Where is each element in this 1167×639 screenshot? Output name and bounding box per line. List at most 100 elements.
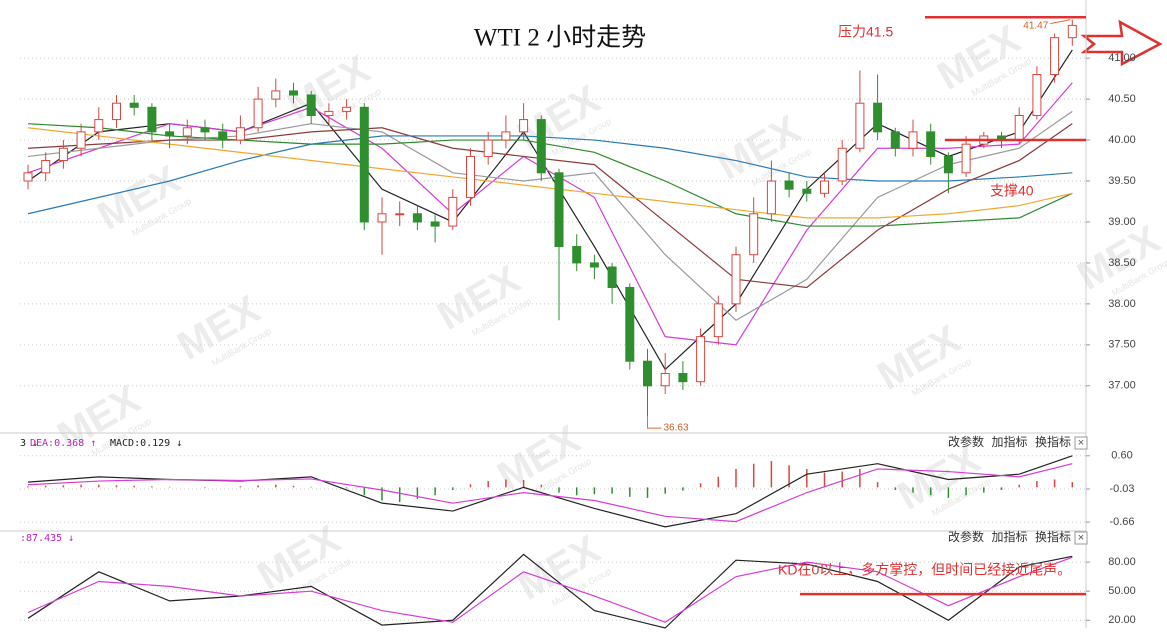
candle-body bbox=[218, 131, 228, 141]
toolbar-button[interactable]: 加指标 bbox=[992, 529, 1028, 544]
y-tick-label: 80.00 bbox=[1108, 556, 1136, 568]
candle-body bbox=[536, 119, 546, 174]
candle-body bbox=[342, 106, 352, 112]
y-tick-label: 38.50 bbox=[1108, 257, 1136, 269]
candle-body bbox=[271, 90, 281, 100]
candle-body bbox=[696, 336, 706, 383]
y-tick-label: 50.00 bbox=[1108, 585, 1136, 597]
low-pointer bbox=[647, 416, 662, 429]
close-button[interactable]: × bbox=[1078, 532, 1084, 544]
candle-body bbox=[961, 143, 971, 174]
toolbar-button[interactable]: 改参数 bbox=[948, 529, 984, 544]
candle-body bbox=[554, 172, 564, 248]
y-tick-label: 37.50 bbox=[1108, 339, 1136, 351]
indicator-header: 3 ↓ bbox=[20, 438, 38, 449]
candle-body bbox=[395, 213, 405, 216]
y-tick-label: 20.00 bbox=[1108, 614, 1136, 626]
candle-body bbox=[94, 119, 104, 133]
candle-body bbox=[519, 119, 529, 133]
y-tick-label: 38.00 bbox=[1108, 298, 1136, 310]
close-box[interactable] bbox=[1074, 436, 1088, 450]
candle-body bbox=[253, 98, 263, 129]
toolbar-button[interactable]: 改参数 bbox=[948, 434, 984, 449]
candle-body bbox=[802, 188, 812, 194]
candle-body bbox=[890, 131, 900, 149]
indicator-line bbox=[27, 135, 1073, 215]
y-tick-label: 41.00 bbox=[1108, 52, 1136, 64]
level-label: 压力41.5 bbox=[838, 24, 893, 40]
candle-body bbox=[147, 106, 157, 133]
candle-body bbox=[165, 131, 175, 137]
candle-body bbox=[1014, 114, 1024, 141]
candle-body bbox=[607, 266, 617, 288]
candle-body bbox=[678, 372, 688, 383]
y-tick-label: -0.66 bbox=[1109, 516, 1134, 528]
candle-body bbox=[129, 102, 139, 108]
indicator-header: :87.435 ↓ bbox=[20, 533, 74, 544]
chart-title: WTI 2 小时走势 bbox=[474, 24, 646, 52]
candle-body bbox=[23, 172, 33, 182]
kd-annotation: KD在0以上，多方掌控，但时间已经接近尾声。 bbox=[778, 562, 1071, 578]
y-tick-label: 37.00 bbox=[1108, 380, 1136, 392]
candle-body bbox=[589, 262, 599, 268]
candle-body bbox=[749, 213, 759, 256]
candle-body bbox=[306, 94, 316, 116]
candle-body bbox=[625, 286, 635, 362]
indicator-line bbox=[27, 553, 1073, 629]
candle-body bbox=[76, 131, 86, 149]
indicator-header: DEA:0.368 ↑ bbox=[30, 438, 96, 449]
y-tick-label: -0.03 bbox=[1109, 483, 1134, 495]
high-pointer bbox=[1050, 19, 1071, 25]
candle-body bbox=[784, 180, 794, 190]
candle-body bbox=[1032, 74, 1042, 116]
y-tick-label: 0.60 bbox=[1111, 450, 1132, 462]
candle-body bbox=[855, 102, 865, 149]
candle-body bbox=[1050, 37, 1060, 76]
indicator-line bbox=[27, 556, 1073, 623]
candle-body bbox=[483, 139, 493, 157]
candle-body bbox=[820, 180, 829, 194]
toolbar-button[interactable]: 换指标 bbox=[1035, 434, 1071, 449]
candle-body bbox=[766, 180, 776, 215]
candle-body bbox=[908, 131, 918, 149]
y-tick-label: 39.50 bbox=[1108, 175, 1136, 187]
candle-body bbox=[660, 372, 670, 387]
candle-body bbox=[182, 127, 192, 137]
high-label: 41.47 bbox=[1023, 20, 1048, 31]
candle-body bbox=[731, 254, 741, 305]
close-button[interactable]: × bbox=[1078, 437, 1084, 449]
candle-body bbox=[359, 106, 369, 223]
level-label: 支撑40 bbox=[990, 183, 1034, 199]
candle-body bbox=[430, 221, 440, 227]
y-tick-label: 40.50 bbox=[1108, 93, 1136, 105]
candle-body bbox=[837, 147, 847, 182]
candle-body bbox=[235, 127, 245, 141]
candle-body bbox=[572, 246, 582, 264]
toolbar-button[interactable]: 加指标 bbox=[992, 434, 1028, 449]
candle-body bbox=[713, 303, 723, 338]
candle-body bbox=[41, 160, 51, 174]
candle-body bbox=[466, 155, 475, 198]
indicator-header: MACD:0.129 ↓ bbox=[110, 438, 182, 449]
candle-body bbox=[324, 110, 334, 116]
candle-body bbox=[501, 131, 511, 141]
candle-body bbox=[873, 102, 883, 133]
candle-body bbox=[412, 213, 422, 223]
y-tick-label: 39.00 bbox=[1108, 216, 1136, 228]
indicator-line bbox=[27, 463, 1073, 523]
candle-body bbox=[377, 213, 387, 223]
candle-body bbox=[643, 360, 652, 387]
low-label: 36.63 bbox=[664, 423, 689, 434]
candle-body bbox=[943, 155, 953, 174]
candle-body bbox=[58, 147, 68, 162]
candle-body bbox=[200, 127, 210, 133]
y-tick-label: 40.00 bbox=[1108, 134, 1136, 146]
candle-body bbox=[448, 196, 458, 227]
candle-body bbox=[289, 90, 298, 96]
toolbar-button[interactable]: 换指标 bbox=[1035, 529, 1071, 544]
candle-body bbox=[926, 131, 936, 157]
arrow-icon bbox=[1080, 19, 1163, 67]
close-box[interactable] bbox=[1074, 531, 1088, 545]
